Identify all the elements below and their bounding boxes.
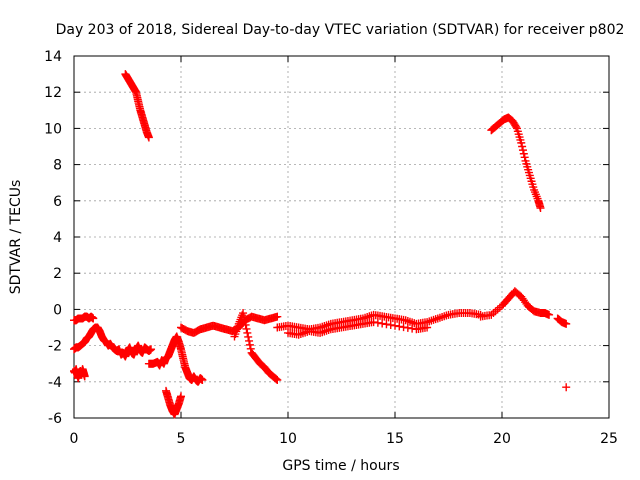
y-tick-label: 10 — [44, 121, 62, 137]
series — [144, 332, 207, 386]
x-tick-label: 10 — [279, 431, 297, 447]
data-point-fill — [244, 332, 253, 341]
data-point — [239, 309, 248, 318]
data-point-fill — [245, 340, 254, 349]
data-point — [144, 133, 153, 142]
y-tick-label: 12 — [44, 85, 62, 101]
series — [162, 386, 185, 419]
data-point-fill — [399, 323, 408, 332]
chart-title: Day 203 of 2018, Sidereal Day-to-day VTE… — [56, 22, 625, 38]
x-axis-label: GPS time / hours — [282, 458, 399, 474]
series — [177, 312, 282, 337]
y-tick-label: 0 — [53, 302, 62, 318]
y-tick-label: 8 — [53, 158, 62, 174]
series — [70, 323, 156, 361]
y-tick-label: -2 — [48, 339, 62, 355]
data-point — [198, 375, 207, 384]
data-point — [243, 328, 252, 337]
data-point — [562, 383, 571, 392]
y-tick-label: 14 — [44, 49, 62, 65]
data-point — [89, 314, 98, 323]
data-point-fill — [373, 318, 382, 327]
x-tick-label: 15 — [386, 431, 404, 447]
data-point — [536, 204, 545, 213]
data-point-fill — [242, 324, 251, 333]
series — [121, 70, 153, 142]
data-point-fill — [241, 320, 250, 329]
series — [70, 365, 89, 383]
data-point — [391, 321, 399, 330]
data-point-fill — [403, 323, 412, 332]
y-tick-label: 4 — [53, 230, 62, 246]
data-point-fill — [386, 320, 395, 329]
x-tick-label: 20 — [493, 431, 511, 447]
data-point — [80, 372, 89, 381]
data-point — [177, 392, 185, 401]
x-tick-label: 0 — [70, 431, 79, 447]
data-point-fill — [246, 344, 255, 353]
data-point-fill — [520, 153, 529, 162]
y-axis-label: SDTVAR / TECUs — [8, 180, 24, 295]
x-tick-label: 25 — [600, 431, 618, 447]
data-point-fill — [395, 322, 404, 331]
data-point-fill — [518, 142, 527, 151]
data-point — [423, 323, 432, 332]
series — [487, 113, 545, 213]
data-point — [369, 318, 378, 327]
data-point-fill — [240, 316, 249, 325]
data-point — [273, 375, 282, 384]
y-tick-label: 2 — [53, 266, 62, 282]
data-point-fill — [378, 319, 387, 328]
data-point-fill — [245, 336, 254, 345]
series — [476, 287, 554, 321]
data-point — [545, 310, 554, 319]
y-tick-label: -4 — [48, 375, 62, 391]
data-point-fill — [239, 313, 248, 322]
data-point — [517, 138, 526, 147]
x-tick-label: 5 — [177, 431, 186, 447]
series — [70, 312, 98, 325]
data-point — [562, 319, 571, 328]
data-point — [147, 345, 156, 354]
series — [562, 383, 571, 392]
series — [553, 314, 571, 328]
data-point-fill — [271, 374, 280, 383]
data-point-fill — [519, 149, 528, 158]
data-point-fill — [512, 122, 521, 131]
y-tick-label: 6 — [53, 194, 62, 210]
data-point — [273, 312, 282, 321]
data-point-fill — [518, 146, 527, 155]
y-tick-label: -6 — [48, 411, 62, 427]
data-point-fill — [382, 320, 391, 329]
series — [284, 318, 432, 339]
data-point-fill — [272, 375, 281, 384]
series — [230, 309, 282, 384]
